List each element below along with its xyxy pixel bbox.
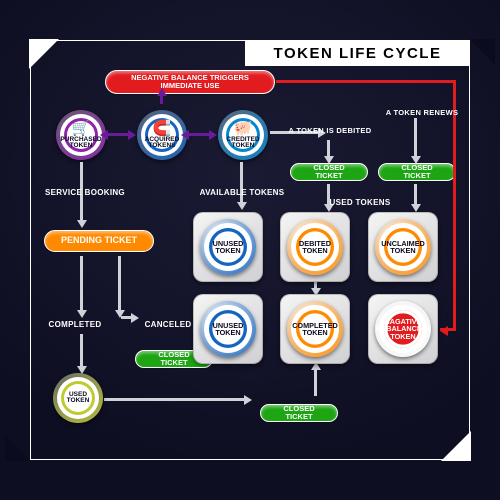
magnet-icon: 🧲: [153, 121, 172, 136]
pending-ticket-pill: PENDING TICKET: [44, 230, 154, 252]
edge-label: SERVICE BOOKING: [40, 188, 130, 197]
piggy-icon: 🐖: [234, 121, 253, 136]
token-debited: DEBITED TOKEN: [287, 219, 343, 275]
title-bar: TOKEN LIFE CYCLE: [245, 40, 470, 66]
closed-ticket-pill: CLOSED TICKET: [378, 163, 456, 181]
token-credited: 🐖CREDITED TOKEN: [218, 110, 268, 160]
token-acquired: 🧲ACQUIRED TOKENS: [137, 110, 187, 160]
flow-segment: [453, 80, 456, 330]
token-debited-label: DEBITED TOKEN: [296, 240, 334, 255]
token-used: USED TOKEN: [53, 373, 103, 423]
panel-corner: [29, 39, 59, 69]
cart-icon: 🛒: [72, 121, 91, 136]
token-unclaimed-label: UNCLAIMED TOKEN: [381, 240, 425, 255]
edge-label: A TOKEN IS DEBITED: [280, 126, 380, 135]
token-unused1-label: UNUSED TOKEN: [209, 240, 247, 255]
closed-ticket-pill: CLOSED TICKET: [260, 404, 338, 422]
edge-label: A TOKEN RENEWS: [382, 108, 462, 117]
stage: TOKEN LIFE CYCLE NEGATIVE BALANCE TRIGGER…: [0, 0, 500, 500]
token-purchased-label: PURCHASED TOKEN: [60, 137, 101, 150]
token-completed: COMPLETED TOKEN: [287, 301, 343, 357]
closed-ticket-pill: CLOSED TICKET: [290, 163, 368, 181]
panel-corner: [441, 431, 471, 461]
outer-corner: [469, 39, 495, 65]
closed-ticket-pill-label: CLOSED TICKET: [393, 164, 441, 180]
flow-segment: [440, 328, 456, 331]
token-unclaimed: UNCLAIMED TOKEN: [375, 219, 431, 275]
edge-label: CANCELED: [138, 320, 198, 329]
token-purchased: 🛒PURCHASED TOKEN: [56, 110, 106, 160]
token-unused2-label: UNUSED TOKEN: [209, 322, 247, 337]
title-text: TOKEN LIFE CYCLE: [274, 45, 442, 62]
token-credited-label: CREDITED TOKEN: [226, 137, 260, 150]
token-acquired-label: ACQUIRED TOKENS: [145, 137, 180, 150]
token-completed-label: COMPLETED TOKEN: [292, 322, 338, 337]
closed-ticket-pill-label: CLOSED TICKET: [305, 164, 353, 180]
token-rebalancing-label: NAGATIVE REBALANCING TOKEN: [376, 318, 430, 340]
outer-corner: [5, 435, 31, 461]
token-unused2: UNUSED TOKEN: [200, 301, 256, 357]
warning-pill: NEGATIVE BALANCE TRIGGERS IMMEDIATE USE: [105, 70, 275, 94]
warning-pill-label: NEGATIVE BALANCE TRIGGERS IMMEDIATE USE: [120, 74, 260, 90]
token-rebalancing: NAGATIVE REBALANCING TOKEN: [375, 301, 431, 357]
edge-label: COMPLETED: [40, 320, 110, 329]
edge-label: USED TOKENS: [310, 198, 410, 207]
edge-label: AVAILABLE TOKENS: [192, 188, 292, 197]
flow-segment: [276, 80, 456, 83]
pending-ticket-pill-label: PENDING TICKET: [61, 236, 137, 245]
closed-ticket-pill-label: CLOSED TICKET: [150, 351, 198, 367]
closed-ticket-pill-label: CLOSED TICKET: [275, 405, 323, 421]
token-unused1: UNUSED TOKEN: [200, 219, 256, 275]
token-used-label: USED TOKEN: [61, 392, 95, 405]
